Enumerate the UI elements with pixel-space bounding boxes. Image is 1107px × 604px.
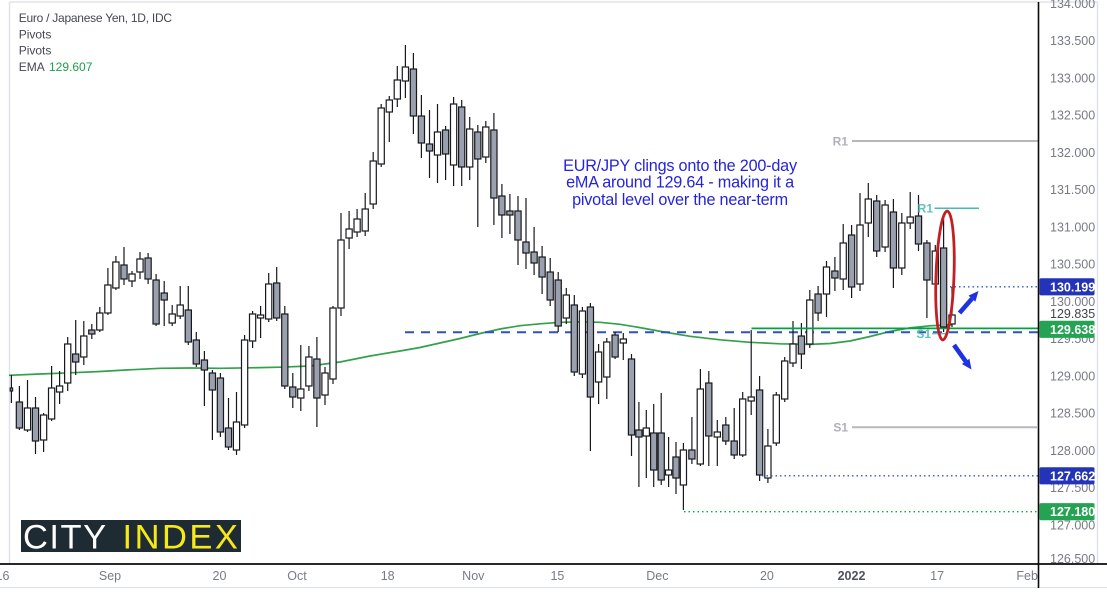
svg-text:20: 20 <box>213 569 227 583</box>
svg-text:16: 16 <box>0 569 9 583</box>
svg-text:S1: S1 <box>833 421 848 435</box>
svg-text:131.000: 131.000 <box>1050 220 1095 234</box>
svg-text:Sep: Sep <box>99 569 121 583</box>
svg-text:127.662: 127.662 <box>1050 469 1095 483</box>
svg-text:129.638: 129.638 <box>1050 323 1095 337</box>
svg-text:131.500: 131.500 <box>1050 183 1095 197</box>
svg-text:134.000: 134.000 <box>1050 0 1095 11</box>
svg-text:pivotal level over the near-te: pivotal level over the near-term <box>572 191 788 209</box>
svg-text:128.000: 128.000 <box>1050 444 1095 458</box>
svg-text:130.500: 130.500 <box>1050 258 1095 272</box>
svg-text:127.000: 127.000 <box>1050 518 1095 532</box>
svg-text:127.500: 127.500 <box>1050 481 1095 495</box>
svg-text:CITY: CITY <box>23 519 108 557</box>
svg-text:Euro / Japanese Yen, 1D, IDC: Euro / Japanese Yen, 1D, IDC <box>19 11 173 25</box>
svg-text:Pivots: Pivots <box>19 27 52 41</box>
svg-text:132.500: 132.500 <box>1050 109 1095 123</box>
svg-text:127.180: 127.180 <box>1050 505 1095 519</box>
svg-text:eMA around 129.64 - making it: eMA around 129.64 - making it a <box>566 174 794 192</box>
svg-text:Feb: Feb <box>1016 569 1038 583</box>
svg-text:130.199: 130.199 <box>1050 280 1095 294</box>
svg-text:18: 18 <box>381 569 395 583</box>
svg-text:129.835: 129.835 <box>1050 307 1095 321</box>
svg-text:17: 17 <box>930 569 944 583</box>
svg-text:S1: S1 <box>916 327 931 341</box>
svg-text:126.500: 126.500 <box>1050 552 1095 566</box>
svg-text:Nov: Nov <box>462 569 485 583</box>
svg-text:R1: R1 <box>833 134 849 148</box>
svg-text:INDEX: INDEX <box>123 519 241 557</box>
svg-text:2022: 2022 <box>838 569 866 583</box>
svg-text:Oct: Oct <box>287 569 307 583</box>
svg-text:20: 20 <box>760 569 774 583</box>
svg-text:129.607: 129.607 <box>49 60 93 74</box>
svg-text:Pivots: Pivots <box>19 44 52 58</box>
svg-text:EMA: EMA <box>19 60 45 74</box>
svg-text:R1: R1 <box>918 201 934 215</box>
svg-text:133.000: 133.000 <box>1050 71 1095 85</box>
svg-text:15: 15 <box>550 569 564 583</box>
svg-text:Dec: Dec <box>646 569 668 583</box>
svg-text:132.000: 132.000 <box>1050 146 1095 160</box>
svg-text:128.500: 128.500 <box>1050 407 1095 421</box>
svg-text:133.500: 133.500 <box>1050 34 1095 48</box>
svg-text:130.000: 130.000 <box>1050 295 1095 309</box>
svg-text:EUR/JPY clings onto the 200-da: EUR/JPY clings onto the 200-day <box>563 157 798 175</box>
svg-text:129.000: 129.000 <box>1050 369 1095 383</box>
